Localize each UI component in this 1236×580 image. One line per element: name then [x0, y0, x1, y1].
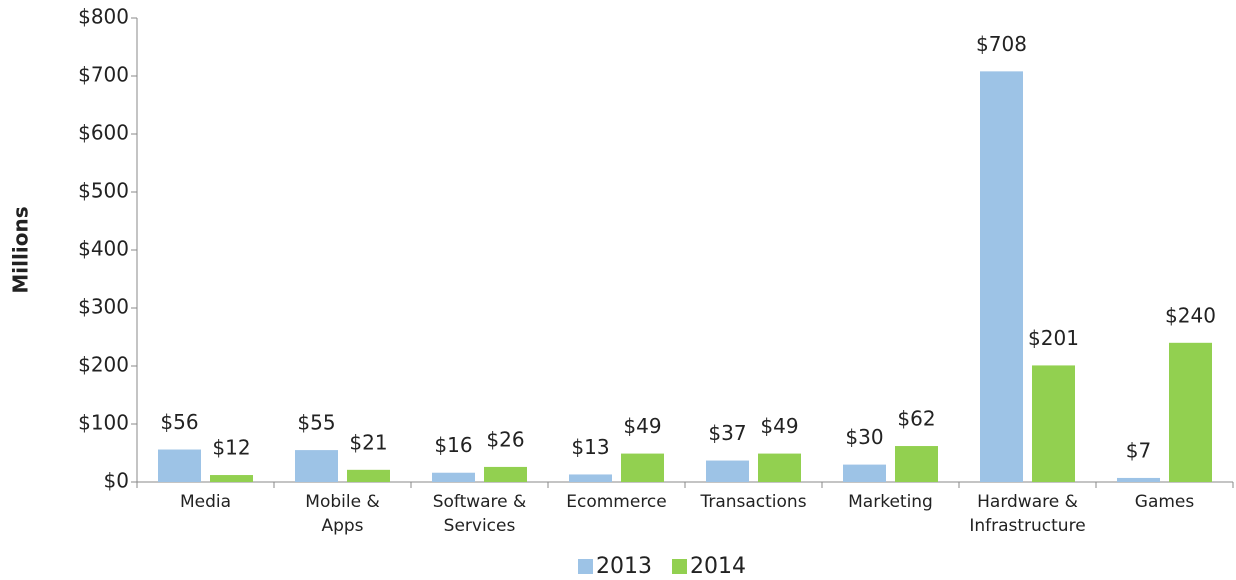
- value-label: $49: [760, 414, 798, 438]
- y-tick-label: $800: [78, 5, 129, 29]
- x-tick-label: Marketing: [848, 492, 933, 512]
- bar: [895, 446, 938, 482]
- value-label: $240: [1165, 303, 1216, 327]
- value-label: $56: [160, 410, 198, 434]
- legend-label: 2013: [596, 554, 652, 579]
- value-label: $26: [486, 427, 524, 451]
- x-tick-label: Media: [180, 492, 231, 512]
- bar: [706, 460, 749, 482]
- x-tick-label: Software & Services: [433, 492, 527, 536]
- value-label: $30: [845, 425, 883, 449]
- value-label: $55: [297, 411, 335, 435]
- x-tick-label: Mobile & Apps: [305, 492, 379, 536]
- value-label: $62: [897, 407, 935, 431]
- bar: [347, 469, 390, 482]
- x-tick-label: Transactions: [699, 492, 806, 512]
- value-label: $708: [976, 32, 1027, 56]
- y-tick-label: $700: [78, 63, 129, 87]
- bar: [295, 450, 338, 482]
- y-tick-label: $200: [78, 353, 129, 377]
- value-label: $21: [349, 430, 387, 454]
- bar: [158, 449, 201, 482]
- bar: [980, 71, 1023, 483]
- bar: [1169, 342, 1212, 482]
- x-tick-label: Hardware & Infrastructure: [969, 492, 1085, 536]
- value-label: $201: [1028, 326, 1079, 350]
- bar: [1032, 365, 1075, 482]
- value-label: $37: [708, 421, 746, 445]
- y-tick-label: $500: [78, 179, 129, 203]
- y-tick-label: $400: [78, 237, 129, 261]
- legend-swatch: [578, 559, 593, 574]
- y-tick-label: $300: [78, 295, 129, 319]
- value-label: $49: [623, 414, 661, 438]
- legend-swatch: [672, 559, 687, 574]
- x-tick-label: Ecommerce: [566, 492, 667, 512]
- bar: [569, 474, 612, 482]
- value-label: $16: [434, 433, 472, 457]
- x-tick-label: Games: [1135, 492, 1195, 512]
- bar: [758, 453, 801, 482]
- bar: [621, 453, 664, 482]
- legend-label: 2014: [690, 554, 746, 579]
- bar: [843, 464, 886, 482]
- bar: [210, 475, 253, 482]
- y-tick-label: $100: [78, 411, 129, 435]
- bar: [484, 466, 527, 482]
- bar: [432, 472, 475, 482]
- y-tick-label: $0: [104, 469, 129, 493]
- y-axis-label: Millions: [9, 206, 33, 293]
- value-label: $7: [1126, 438, 1151, 462]
- value-label: $12: [212, 436, 250, 460]
- y-tick-label: $600: [78, 121, 129, 145]
- bar: [1117, 477, 1160, 482]
- value-label: $13: [571, 435, 609, 459]
